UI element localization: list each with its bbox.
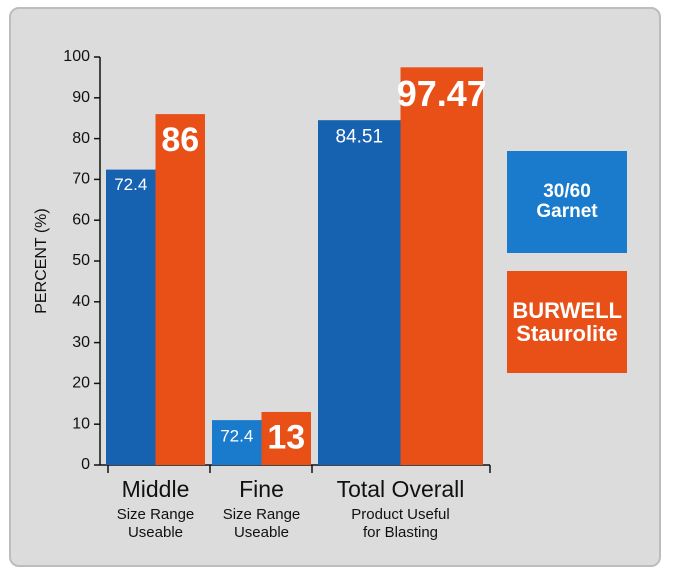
bar: [318, 120, 401, 465]
bar: [400, 67, 483, 466]
y-tick-label: 40: [72, 293, 90, 310]
data-label: 72.4: [114, 175, 147, 194]
x-tick-sublabel: for Blasting: [363, 524, 438, 541]
y-tick-label: 100: [63, 48, 90, 65]
x-tick-label: Fine: [239, 476, 284, 502]
x-tick-label: Total Overall: [337, 476, 465, 502]
y-tick-label: 50: [72, 252, 90, 269]
bar: [155, 114, 205, 466]
y-tick-label: 60: [72, 211, 90, 228]
bar: [106, 169, 156, 465]
x-tick-sublabel: Useable: [128, 524, 183, 541]
y-tick-label: 80: [72, 130, 90, 147]
y-axis-label: PERCENT (%): [33, 208, 50, 314]
y-tick-label: 70: [72, 171, 90, 188]
y-tick-label: 20: [72, 375, 90, 392]
bar: [261, 411, 311, 465]
bar: [212, 420, 262, 465]
x-tick-sublabel: Size Range: [117, 506, 195, 523]
x-tick-label: Middle: [122, 476, 190, 502]
y-tick-label: 90: [72, 89, 90, 106]
data-label: 97.47: [397, 73, 487, 114]
legend-entry: BURWELL Staurolite: [507, 271, 627, 373]
y-tick-label: 10: [72, 415, 90, 432]
x-tick-sublabel: Size Range: [223, 506, 301, 523]
y-tick-label: 30: [72, 334, 90, 351]
legend-entry: 30/60 Garnet: [507, 151, 627, 253]
data-label: 13: [267, 419, 305, 457]
y-tick-label: 0: [81, 456, 90, 473]
data-label: 84.51: [335, 127, 383, 148]
x-tick-sublabel: Product Useful: [351, 506, 449, 523]
annotation: 72.4: [220, 427, 253, 446]
data-label: 86: [161, 121, 199, 159]
x-tick-sublabel: Useable: [234, 524, 289, 541]
